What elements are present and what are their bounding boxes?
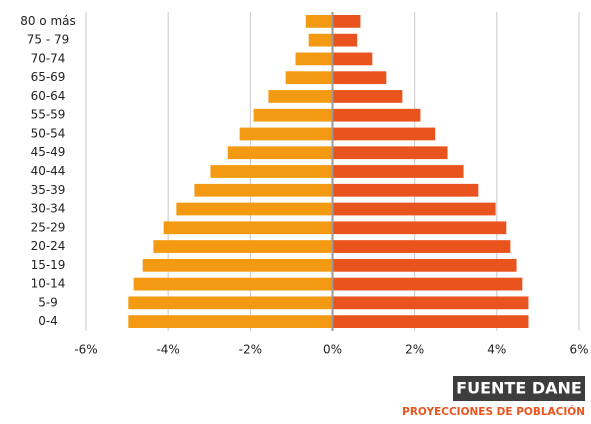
y-tick-label: 65-69 — [31, 70, 66, 84]
source: FUENTE DANE — [456, 379, 582, 398]
y-tick-label: 80 o más — [20, 14, 76, 28]
bar — [176, 202, 333, 216]
y-tick-label: 20-24 — [31, 239, 66, 253]
bar — [210, 165, 333, 178]
bar — [332, 183, 479, 197]
bar — [133, 277, 333, 291]
bar — [142, 258, 333, 272]
source-note: PROYECCIONES DE POBLACIÓN — [402, 405, 585, 418]
y-tick-label: 30-34 — [31, 202, 66, 216]
bar — [305, 15, 333, 28]
y-tick-label: 0-4 — [38, 314, 58, 328]
x-tick-label: -6% — [74, 343, 97, 357]
bar — [332, 127, 436, 141]
bar — [285, 71, 333, 85]
x-tick-label: 4% — [487, 343, 506, 357]
bar — [239, 127, 333, 141]
y-tick-label: 15-19 — [31, 258, 66, 272]
bar — [295, 52, 333, 66]
y-tick-label: 55-59 — [31, 108, 66, 122]
bar — [332, 315, 529, 328]
bar — [332, 258, 517, 272]
bar — [332, 221, 507, 235]
bar — [128, 315, 333, 328]
bar — [332, 15, 361, 28]
y-tick-label: 75 - 79 — [27, 33, 70, 47]
y-tick-label: 45-49 — [31, 145, 66, 159]
bar — [227, 146, 333, 160]
bar — [253, 108, 333, 122]
bar — [163, 221, 333, 235]
bar — [332, 277, 523, 291]
bar — [332, 90, 403, 103]
bar — [194, 183, 333, 197]
y-tick-label: 60-64 — [31, 89, 66, 103]
y-tick-label: 50-54 — [31, 126, 66, 140]
x-tick-label: -2% — [239, 343, 262, 357]
bar — [332, 33, 358, 47]
bar — [128, 296, 333, 310]
bar — [308, 33, 333, 47]
bar — [332, 52, 373, 66]
bar — [332, 240, 511, 253]
y-tick-label: 70-74 — [31, 51, 66, 65]
x-tick-label: 2% — [405, 343, 424, 357]
bar — [332, 165, 464, 178]
source-box — [453, 376, 585, 401]
y-tick-label: 35-39 — [31, 183, 66, 197]
bar — [332, 108, 421, 122]
y-tick-label: 25-29 — [31, 220, 66, 234]
bar — [153, 240, 333, 253]
bar — [332, 296, 529, 310]
x-tick-label: 6% — [569, 343, 588, 357]
y-tick-label: 5-9 — [38, 295, 58, 309]
bar — [332, 146, 448, 160]
bar — [332, 71, 387, 85]
bar — [332, 202, 496, 216]
y-tick-label: 10-14 — [31, 277, 66, 291]
y-tick-label: 40-44 — [31, 164, 66, 178]
x-tick-label: -4% — [156, 343, 179, 357]
x-tick-label: 0% — [323, 343, 342, 357]
bar — [268, 90, 333, 103]
